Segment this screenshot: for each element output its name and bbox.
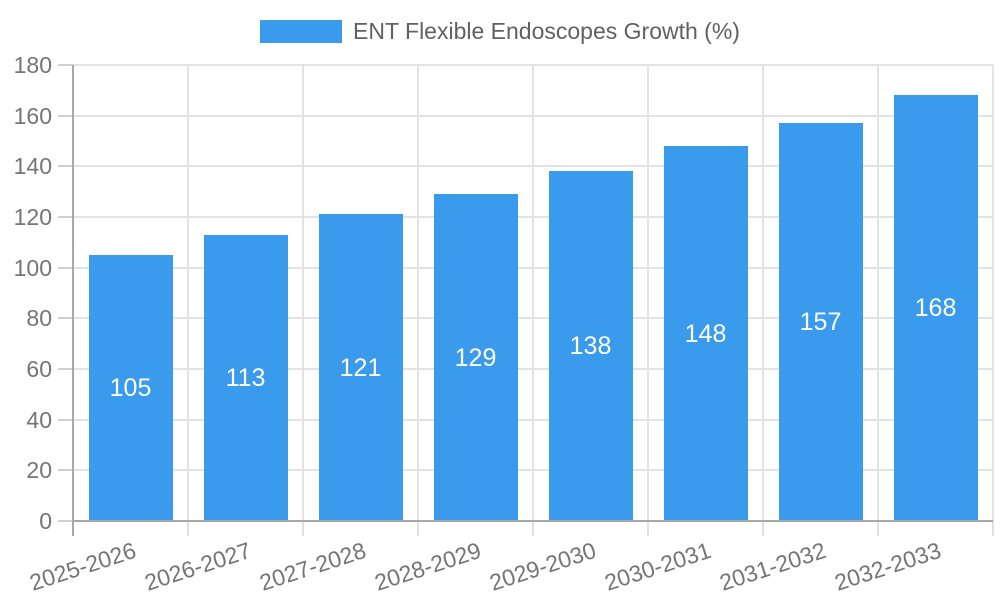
bar-2025-2026[interactable] xyxy=(88,255,173,521)
y-tick-label: 60 xyxy=(26,356,52,382)
bar-value-label: 113 xyxy=(225,363,266,392)
y-tick-label: 40 xyxy=(26,406,52,433)
y-tick-label: 180 xyxy=(13,52,52,78)
y-tick-mark xyxy=(58,266,73,269)
y-tick-mark xyxy=(58,520,73,522)
y-tick-mark xyxy=(58,317,73,320)
bar-2031-2032[interactable] xyxy=(778,123,863,521)
vertical-gridline xyxy=(532,65,534,521)
x-tick-mark xyxy=(647,521,649,536)
y-tick-label: 100 xyxy=(13,254,52,281)
bar-value-label: 138 xyxy=(569,332,612,361)
y-tick-label: 80 xyxy=(26,305,52,332)
y-tick-mark xyxy=(58,216,73,218)
y-axis-line xyxy=(72,65,74,536)
bar-value-label: 168 xyxy=(914,294,957,323)
y-tick-mark xyxy=(58,64,73,66)
x-tick-mark xyxy=(417,521,419,536)
y-tick-mark xyxy=(58,165,73,168)
y-tick-mark xyxy=(58,418,73,421)
vertical-gridline xyxy=(187,65,189,521)
x-tick-mark xyxy=(302,521,304,536)
vertical-gridline xyxy=(302,65,304,521)
vertical-gridline xyxy=(762,65,764,521)
y-tick-mark xyxy=(58,368,73,370)
bar-2029-2030[interactable] xyxy=(548,171,633,521)
y-tick-mark xyxy=(58,469,73,472)
vertical-gridline xyxy=(647,65,649,521)
legend-label: ENT Flexible Endoscopes Growth (%) xyxy=(353,18,740,44)
bar-2027-2028[interactable] xyxy=(318,214,403,521)
y-tick-label: 120 xyxy=(13,204,52,230)
y-tick-label: 0 xyxy=(39,508,52,534)
bar-2032-2033[interactable] xyxy=(893,95,978,521)
bar-2030-2031[interactable] xyxy=(663,146,748,521)
x-tick-mark xyxy=(187,521,189,536)
x-axis-line xyxy=(73,520,993,522)
bar-value-label: 121 xyxy=(339,353,382,382)
chart-legend-item[interactable]: ENT Flexible Endoscopes Growth (%) xyxy=(0,17,1000,45)
x-tick-mark xyxy=(992,521,994,536)
x-tick-mark xyxy=(877,521,879,536)
bar-value-label: 148 xyxy=(684,319,727,348)
x-tick-mark xyxy=(762,521,764,536)
y-tick-label: 140 xyxy=(13,153,52,180)
legend-color-swatch xyxy=(260,19,343,43)
vertical-gridline xyxy=(992,65,994,521)
y-tick-label: 20 xyxy=(26,457,52,484)
bar-2026-2027[interactable] xyxy=(203,234,288,521)
y-tick-label: 160 xyxy=(13,102,52,129)
bar-value-label: 129 xyxy=(454,343,497,372)
bar-value-label: 105 xyxy=(109,374,152,402)
vertical-gridline xyxy=(417,65,419,521)
x-tick-mark xyxy=(532,521,534,536)
bar-value-label: 157 xyxy=(799,308,842,337)
bar-2028-2029[interactable] xyxy=(433,194,518,521)
vertical-gridline xyxy=(877,65,879,521)
y-tick-mark xyxy=(58,114,73,117)
